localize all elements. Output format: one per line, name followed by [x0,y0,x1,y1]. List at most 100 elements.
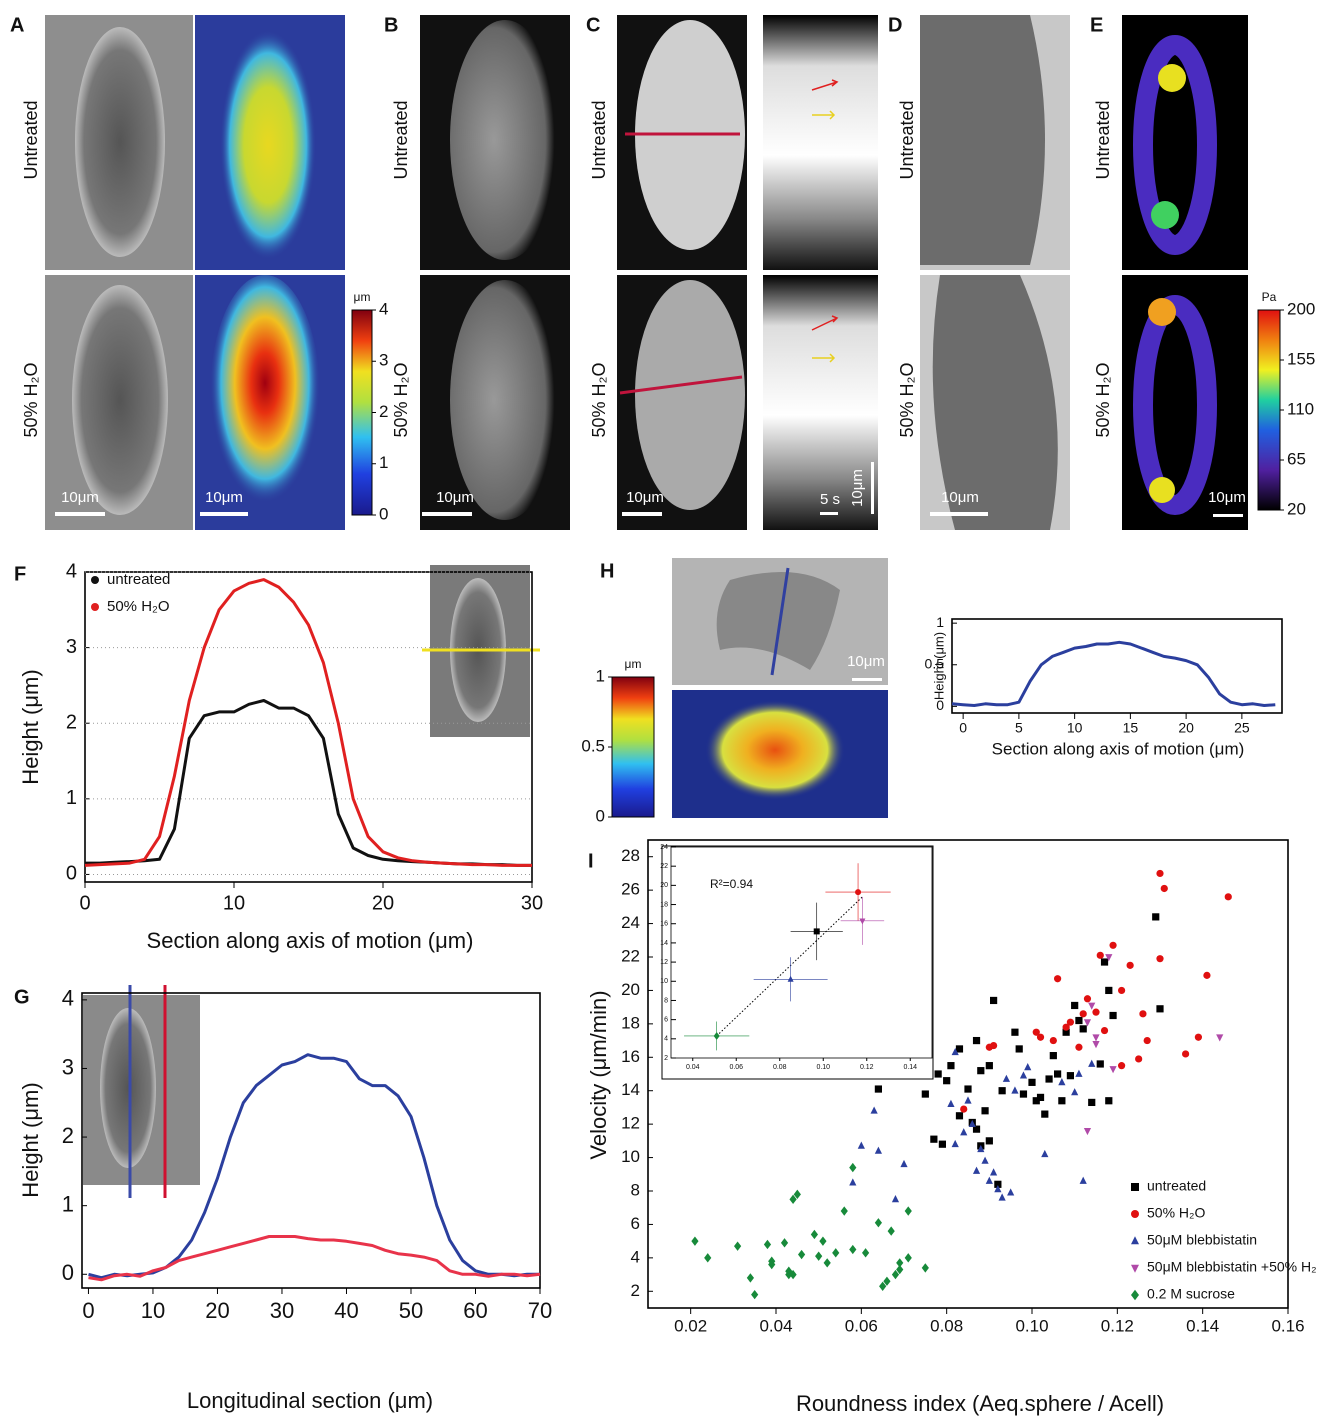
point [896,1264,904,1275]
point [1092,1034,1100,1042]
point [900,1159,908,1168]
row-label: 50% H₂O [897,362,917,437]
x-tick-label: 40 [334,1298,358,1323]
scale-bar-label: 10μm [849,469,866,507]
y-tick-label: 4 [631,1247,640,1266]
point [789,1194,797,1205]
point [985,1137,993,1145]
x-tick-label: 0.14 [1186,1316,1219,1335]
point [1092,1008,1100,1016]
y-tick-label: 8 [631,1180,640,1199]
y-tick-label: 2 [631,1281,640,1300]
point [972,1036,981,1045]
legend-label: 50% H₂O [107,598,170,615]
y-tick-label: 24 [660,844,668,851]
scale-bar-label: 10μm [1208,489,1246,506]
point [1083,1127,1092,1136]
colorbar [1257,309,1281,511]
colorbar-tick-label: 20 [1287,499,1306,518]
scale-bar-label: 10μm [436,489,474,506]
point [1088,1098,1096,1107]
data-line [951,640,1276,707]
point [977,1067,985,1075]
x-tick-label: 70 [528,1298,552,1323]
point [1156,955,1164,963]
colorbar-tick-label: 0.5 [581,736,605,755]
legend-marker [91,603,99,611]
point [1088,1002,1096,1010]
y-tick-label: 2 [66,712,77,734]
row-label: Untreated [391,100,411,179]
point [1024,1062,1032,1071]
point [951,1139,959,1148]
x-axis-label: Longitudinal section (μm) [187,1388,433,1413]
y-tick-label: 0.5 [925,655,945,671]
y-tick-label: 20 [660,882,668,889]
point [1079,1025,1087,1033]
colorbar-tick-label: 155 [1287,349,1315,368]
legend-marker [1131,1289,1139,1301]
colorbar-tick-label: 4 [379,299,388,318]
point [968,1119,976,1128]
point [964,1096,972,1104]
point [691,1236,699,1246]
point [972,1166,981,1174]
point [1096,951,1104,959]
point [734,1241,742,1251]
point [713,1032,720,1040]
point [1109,1066,1117,1074]
colorbar-tick-label: 1 [596,666,605,685]
data-line [84,578,532,867]
point [1139,1010,1147,1018]
point [1194,1033,1202,1041]
point [998,1087,1006,1095]
panel-label: A [10,14,24,36]
scale-bar-label: 5 s [820,491,840,508]
point [951,1047,959,1056]
row-label: 50% H₂O [589,362,609,437]
legend-marker [1131,1236,1139,1245]
point [1105,954,1113,962]
x-tick-label: 20 [205,1298,229,1323]
y-axis-label: Height (μm) [18,669,43,784]
scale-bar-label: 10μm [205,489,243,506]
x-tick-label: 10 [141,1298,165,1323]
point [1036,1033,1045,1041]
point [787,975,794,982]
point [815,1251,823,1261]
y-tick-label: 1 [62,1191,74,1216]
x-tick-label: 0 [82,1298,94,1323]
x-tick-label: 0.12 [1101,1316,1134,1335]
point [1096,1060,1104,1068]
point [921,1263,929,1273]
point [1049,1052,1057,1060]
colorbar [611,676,655,818]
x-tick-label: 0 [959,720,967,736]
image-row [45,15,1248,530]
point [1011,1086,1019,1094]
point [990,996,998,1005]
point [1071,1088,1079,1096]
point [1054,1070,1062,1078]
panel-label: D [888,14,902,36]
y-tick-label: 6 [664,1016,668,1023]
plot-frame [670,846,933,1059]
y-tick-label: 14 [621,1080,640,1099]
colorbar-tick-label: 0 [596,806,605,825]
colorbar-tick-label: 65 [1287,449,1306,468]
x-tick-label: 30 [270,1298,294,1323]
point [891,1269,900,1280]
point [1160,884,1168,893]
plot-frame [951,618,1283,714]
point [1109,1011,1117,1020]
point [1075,1069,1083,1077]
point [793,1189,801,1200]
panel-label: G [14,986,30,1008]
point [1126,961,1134,969]
y-tick-label: 3 [66,636,77,658]
point [1032,1097,1040,1105]
point [934,1070,942,1078]
point [960,1105,968,1113]
point [1083,1019,1092,1027]
